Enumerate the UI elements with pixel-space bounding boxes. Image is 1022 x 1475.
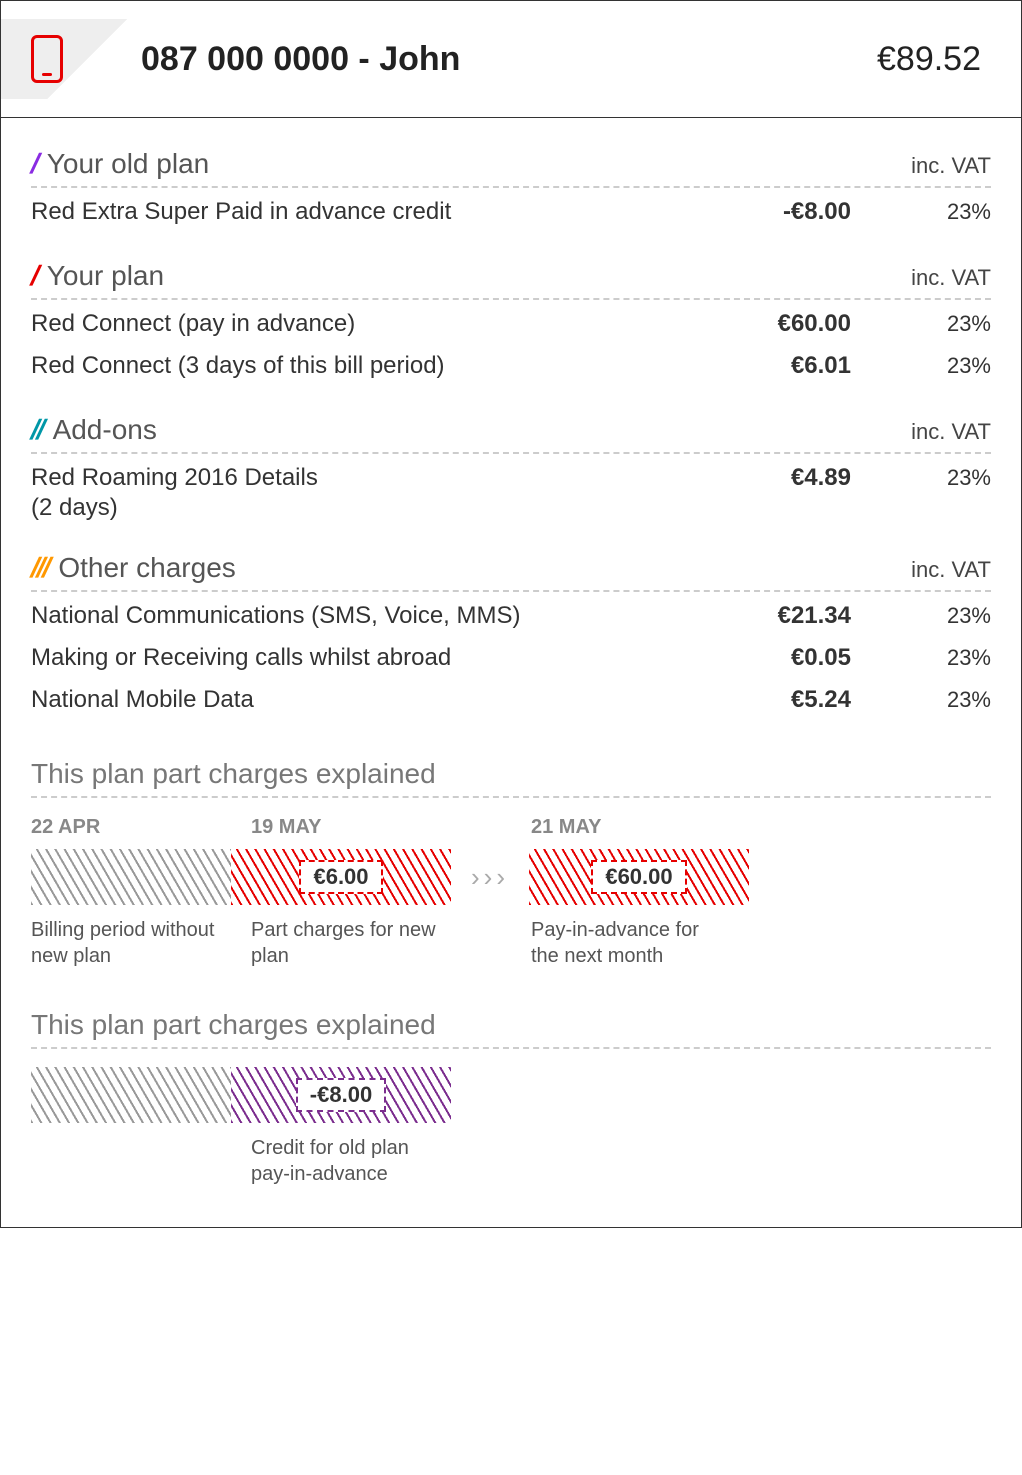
section-header: / Your old plan inc. VAT [31,148,991,188]
line-sublabel: (2 days) [31,494,991,522]
caption: Credit for old plan pay-in-advance [251,1135,471,1187]
line-item: National Mobile Data €5.24 23% [31,676,991,718]
timeline-captions: Billing period without new plan Part cha… [31,917,991,969]
timeline-dates: 22 APR 19 MAY 21 MAY [31,816,991,839]
bill-header: 087 000 0000 - John €89.52 [1,1,1021,118]
line-vat: 23% [851,311,991,337]
bar-amount: €6.00 [299,860,382,894]
bar-credit: -€8.00 [231,1067,451,1123]
date-label: 22 APR [31,816,251,839]
bar-amount: €60.00 [591,860,686,894]
line-amount: €4.89 [651,464,851,492]
line-vat: 23% [851,603,991,629]
section-header: /// Other charges inc. VAT [31,552,991,592]
section-header: / Your plan inc. VAT [31,260,991,300]
bill-content: / Your old plan inc. VAT Red Extra Super… [1,118,1021,1227]
line-amount: €6.01 [651,352,851,380]
caption: Billing period without new plan [31,917,251,969]
bar-part-charges: €6.00 [231,849,451,905]
vat-header: inc. VAT [911,419,991,445]
vat-header: inc. VAT [911,557,991,583]
phone-icon-wrap [1,19,131,99]
line-item: National Communications (SMS, Voice, MMS… [31,592,991,634]
vat-header: inc. VAT [911,153,991,179]
slash-icon: // [30,416,44,444]
line-item: Making or Receiving calls whilst abroad … [31,634,991,676]
section-addons: // Add-ons inc. VAT Red Roaming 2016 Det… [31,414,991,522]
line-amount: €60.00 [651,310,851,338]
caption: Part charges for new plan [251,917,471,969]
timeline-bars: -€8.00 [31,1067,991,1123]
line-vat: 23% [851,645,991,671]
line-label: Making or Receiving calls whilst abroad [31,644,651,672]
section-title: Other charges [58,552,911,584]
date-label: 21 MAY [531,816,751,839]
line-label: Red Connect (3 days of this bill period) [31,352,651,380]
caption: Pay-in-advance for the next month [531,917,751,969]
arrow-icon: ››› [471,862,509,893]
section-header: // Add-ons inc. VAT [31,414,991,454]
section-title: Your plan [47,260,911,292]
slash-icon: /// [30,554,50,582]
line-amount: €21.34 [651,602,851,630]
line-amount: €5.24 [651,686,851,714]
section-title: Your old plan [47,148,911,180]
line-label: Red Roaming 2016 Details [31,464,651,492]
line-label: Red Extra Super Paid in advance credit [31,198,651,226]
line-item: Red Connect (3 days of this bill period)… [31,342,991,384]
explain-section-2: This plan part charges explained -€8.00 … [31,1009,991,1187]
bar-billing-period [31,849,231,905]
explain-title: This plan part charges explained [31,758,991,798]
vat-header: inc. VAT [911,265,991,291]
timeline-captions: Credit for old plan pay-in-advance [31,1135,991,1187]
line-item: Red Connect (pay in advance) €60.00 23% [31,300,991,342]
bar-grey [31,1067,231,1123]
timeline-bars: €6.00 ››› €60.00 [31,849,991,905]
section-your-plan: / Your plan inc. VAT Red Connect (pay in… [31,260,991,384]
line-label: National Communications (SMS, Voice, MMS… [31,602,651,630]
line-label: National Mobile Data [31,686,651,714]
bill-total: €89.52 [877,40,981,79]
date-label: 19 MAY [251,816,471,839]
slash-icon: / [30,150,38,178]
bar-amount: -€8.00 [296,1078,386,1112]
section-old-plan: / Your old plan inc. VAT Red Extra Super… [31,148,991,230]
line-vat: 23% [851,465,991,491]
line-item: Red Roaming 2016 Details €4.89 23% [31,454,991,496]
caption-empty [31,1135,251,1187]
bill-container: 087 000 0000 - John €89.52 / Your old pl… [0,0,1022,1228]
line-item: Red Extra Super Paid in advance credit -… [31,188,991,230]
section-other: /// Other charges inc. VAT National Comm… [31,552,991,718]
line-vat: 23% [851,687,991,713]
explain-title: This plan part charges explained [31,1009,991,1049]
bar-pay-advance: €60.00 [529,849,749,905]
line-amount: €0.05 [651,644,851,672]
slash-icon: / [30,262,38,290]
section-title: Add-ons [53,414,912,446]
line-amount: -€8.00 [651,198,851,226]
phone-icon [31,35,63,83]
line-label: Red Connect (pay in advance) [31,310,651,338]
account-title: 087 000 0000 - John [141,40,460,79]
line-vat: 23% [851,353,991,379]
explain-section-1: This plan part charges explained 22 APR … [31,758,991,969]
line-vat: 23% [851,199,991,225]
